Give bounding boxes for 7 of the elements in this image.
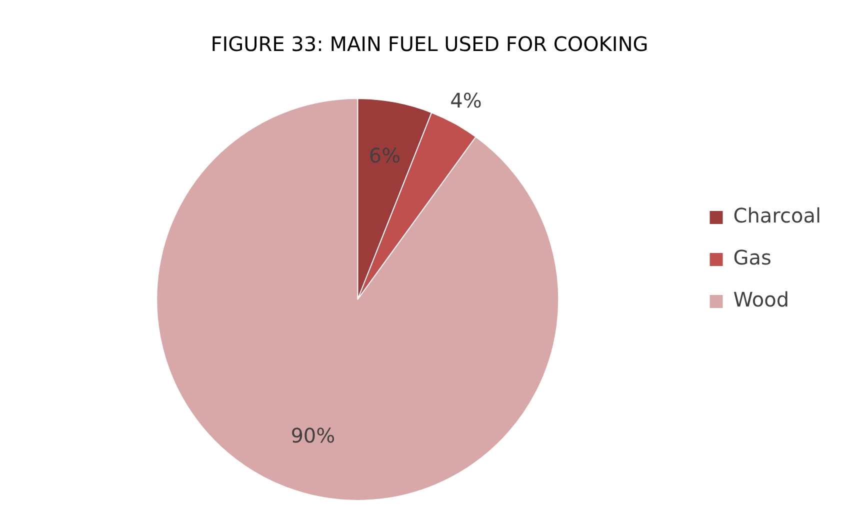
data-label: 90% [290,423,336,448]
chart-title: FIGURE 33: MAIN FUEL USED FOR COOKING [210,32,648,56]
legend-label: Wood [733,288,790,312]
legend-label: Charcoal [733,204,822,228]
data-label: 4% [450,88,482,113]
data-label: 6% [368,144,401,168]
legend-label: Gas [733,246,772,270]
